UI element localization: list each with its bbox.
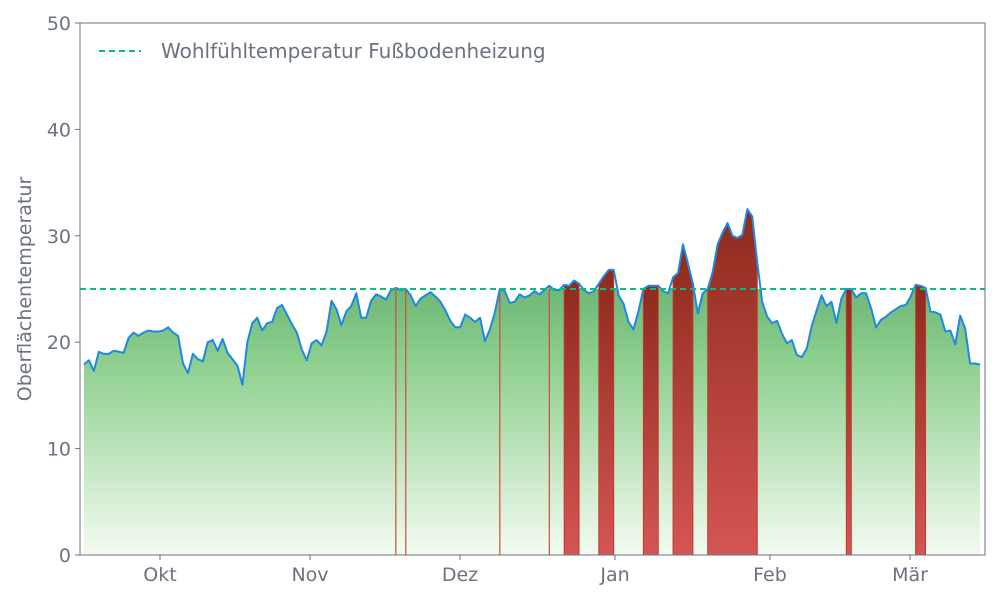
above-threshold-period (915, 284, 927, 556)
above-threshold-period (563, 279, 580, 556)
y-tick-label: 10 (47, 439, 71, 461)
plot-frame (79, 22, 986, 556)
legend-threshold-label: Wohlfühltemperatur Fußbodenheizung (161, 39, 546, 63)
legend: Wohlfühltemperatur Fußbodenheizung (99, 39, 546, 63)
x-tick-label: Nov (291, 564, 328, 586)
x-tick-label: Mär (892, 564, 928, 586)
x-tick-label: Dez (442, 564, 478, 586)
x-tick-label: Okt (143, 564, 176, 586)
y-tick-label: 0 (59, 545, 71, 567)
temperature-line (83, 208, 981, 386)
plot-area (80, 207, 985, 556)
area-fill-below-threshold (84, 289, 980, 555)
y-tick-label: 20 (47, 332, 71, 354)
y-axis-title: Oberflächentemperatur (14, 177, 36, 402)
y-tick-label: 40 (47, 119, 71, 141)
above-threshold-period (598, 269, 615, 556)
y-tick-label: 50 (47, 13, 71, 35)
x-tick-label: Feb (753, 564, 787, 586)
above-threshold-period (642, 285, 659, 556)
x-tick-label: Jan (599, 564, 629, 586)
y-tick-label: 30 (47, 226, 71, 248)
above-threshold-period (845, 288, 852, 556)
above-threshold-period (672, 244, 694, 556)
axes: 0 10 20 30 40 50 Okt Nov Dez Jan Feb Mär (47, 13, 986, 586)
